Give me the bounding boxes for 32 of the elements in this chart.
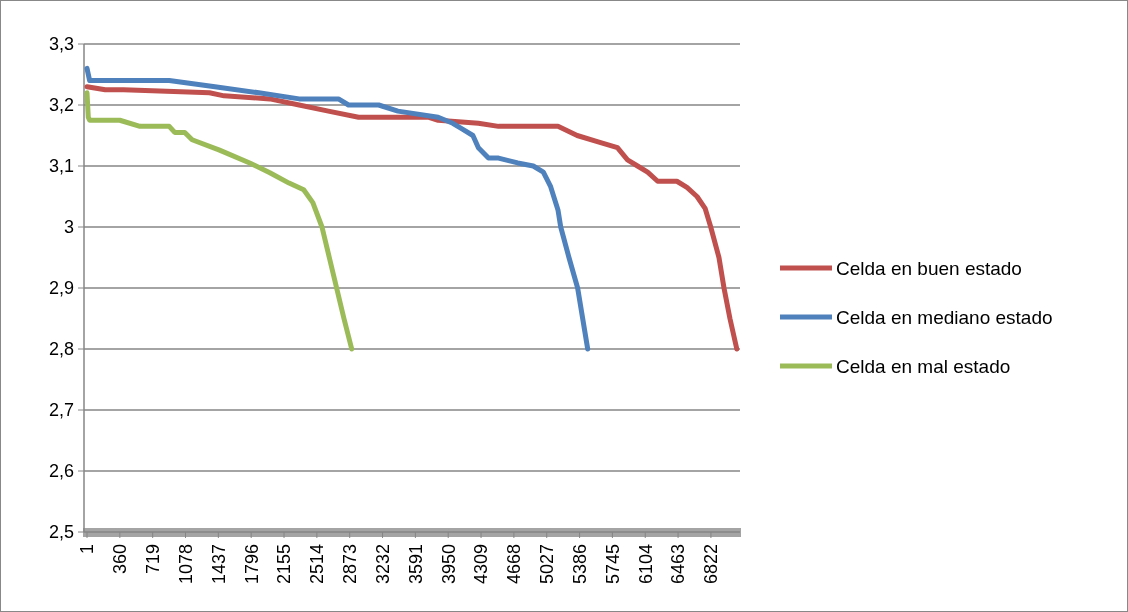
x-tick-label: 4668	[504, 544, 525, 585]
x-tick-label: 2155	[274, 544, 295, 585]
x-tick-label: 2514	[307, 544, 328, 585]
x-tick-label: 6463	[668, 544, 689, 585]
y-tick-label: 3,1	[48, 156, 74, 177]
x-tick-label: 3232	[372, 544, 393, 585]
y-tick-label: 3,3	[48, 34, 74, 55]
y-tick-label: 2,6	[48, 461, 74, 482]
x-tick-label: 5745	[602, 544, 623, 585]
y-tick-label: 2,9	[48, 278, 74, 299]
y-tick-label: 2,5	[48, 522, 74, 543]
x-tick-label: 5386	[569, 544, 590, 585]
x-tick-label: 6822	[701, 544, 722, 585]
x-tick-label: 1078	[175, 544, 196, 585]
x-tick-label: 360	[110, 544, 131, 575]
y-tick-label: 2,8	[48, 339, 74, 360]
x-tick-label: 1796	[241, 544, 262, 585]
x-tick-label: 3591	[405, 544, 426, 585]
legend-label: Celda en mal estado	[836, 355, 1011, 377]
y-tick-label: 3	[63, 217, 74, 238]
x-tick-label: 6104	[635, 544, 656, 585]
y-tick-label: 2,7	[48, 400, 74, 421]
x-tick-label: 4309	[471, 544, 492, 585]
legend-label: Celda en buen estado	[836, 257, 1022, 279]
x-tick-label: 2873	[340, 544, 360, 585]
x-tick-label: 719	[142, 544, 163, 575]
x-tick-label: 1	[77, 544, 98, 555]
y-tick-label: 3,2	[48, 95, 74, 116]
x-tick-label: 5027	[537, 544, 558, 585]
x-tick-label: 3950	[438, 544, 459, 585]
legend-label: Celda en mediano estado	[836, 306, 1053, 328]
x-tick-label: 1437	[208, 544, 229, 585]
